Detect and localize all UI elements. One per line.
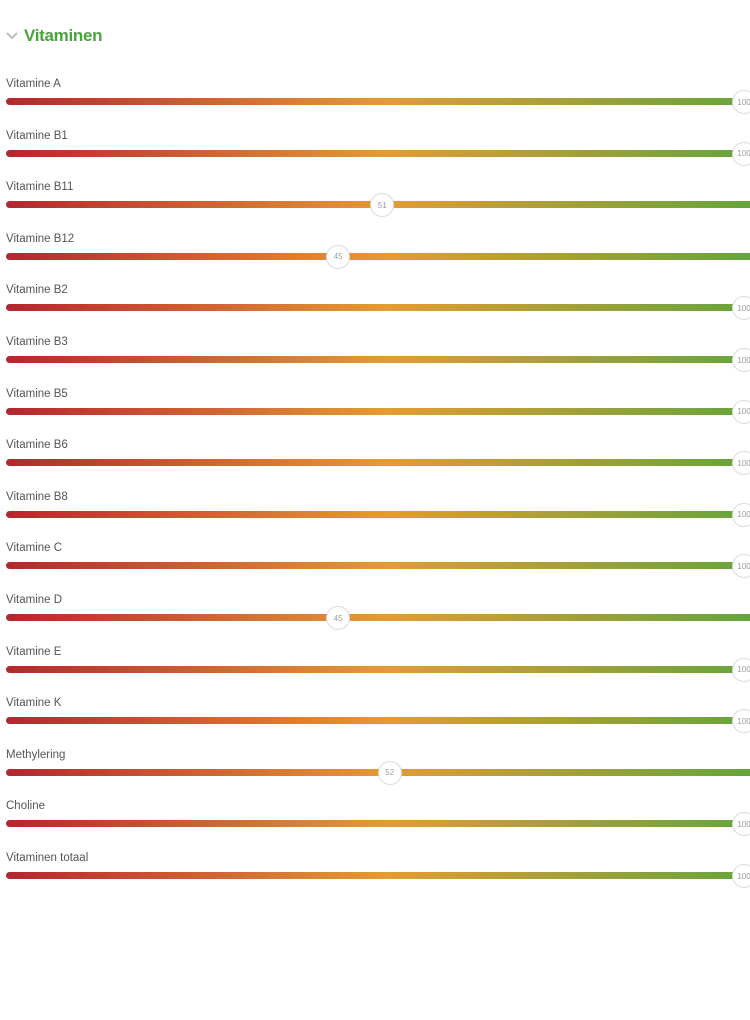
vitamin-label: Vitaminen totaal <box>6 852 89 864</box>
score-bar <box>6 665 750 673</box>
score-bar <box>6 149 750 157</box>
vitamin-label: Vitamine B12 <box>6 232 75 245</box>
score-bar <box>6 614 750 621</box>
section-title: Vitaminen <box>24 26 103 45</box>
vitamin-row: Vitamine D 45 <box>0 594 750 634</box>
vitamin-label: Vitamine B5 <box>6 387 68 400</box>
vitamin-row: Methylering 52 <box>0 749 750 789</box>
vitamin-label: Choline <box>6 800 45 813</box>
score-knob[interactable]: 100 <box>732 812 750 837</box>
vitamin-row: Vitamine B3 100 <box>0 336 750 376</box>
score-bar <box>6 98 750 105</box>
vitamin-row: Vitamine A 100 <box>0 78 750 118</box>
score-knob[interactable]: 45 <box>326 244 351 269</box>
vitamin-label: Vitamine E <box>6 645 62 658</box>
vitamin-label: Methylering <box>6 748 66 761</box>
chevron-down-icon[interactable] <box>6 30 18 42</box>
score-knob[interactable]: 45 <box>326 606 351 630</box>
score-knob[interactable]: 100 <box>732 141 750 166</box>
vitamin-row: Choline 100 <box>0 800 750 840</box>
vitamin-label: Vitamine B3 <box>6 336 68 348</box>
vitamin-label: Vitamine B6 <box>6 439 68 452</box>
vitamin-row: Vitamine B5 100 <box>0 388 750 428</box>
score-knob[interactable]: 100 <box>732 554 750 579</box>
vitamin-row: Vitamine C 100 <box>0 542 750 582</box>
score-knob[interactable]: 100 <box>732 399 750 424</box>
vitamin-label: Vitamine D <box>6 594 63 606</box>
score-bar <box>6 459 750 467</box>
vitamin-row: Vitamine B8 100 <box>0 491 750 531</box>
score-knob[interactable]: 51 <box>370 193 395 218</box>
vitamin-row: Vitaminen totaal 100 <box>0 852 750 892</box>
score-knob[interactable]: 100 <box>732 709 750 734</box>
score-bar <box>6 304 750 312</box>
score-knob[interactable]: 100 <box>732 864 750 888</box>
vitamin-row: Vitamine B1 100 <box>0 130 750 170</box>
vitamin-label: Vitamine A <box>6 78 61 90</box>
score-knob[interactable]: 100 <box>732 296 750 321</box>
score-bar <box>6 356 750 363</box>
score-bar <box>6 252 750 260</box>
score-knob[interactable]: 100 <box>732 657 750 682</box>
vitamin-row: Vitamine E 100 <box>0 646 750 686</box>
vitamin-label: Vitamine B8 <box>6 490 68 503</box>
vitamin-label: Vitamine K <box>6 697 62 710</box>
score-knob[interactable]: 100 <box>732 502 750 527</box>
score-bar <box>6 872 750 879</box>
section-header[interactable]: Vitaminen <box>6 24 103 48</box>
score-bar <box>6 562 750 570</box>
vitamin-label: Vitamine B1 <box>6 129 68 142</box>
vitamin-label: Vitamine C <box>6 542 63 555</box>
score-bar <box>6 407 750 415</box>
vitamin-row: Vitamine B6 100 <box>0 439 750 479</box>
score-bar <box>6 717 750 725</box>
score-knob[interactable]: 100 <box>732 451 750 476</box>
vitamin-row: Vitamine B11 51 <box>0 181 750 221</box>
score-knob[interactable]: 52 <box>377 760 402 785</box>
vitamin-row: Vitamine B12 45 <box>0 233 750 273</box>
vitamin-label: Vitamine B2 <box>6 284 68 297</box>
vitamin-row: Vitamine K 100 <box>0 697 750 737</box>
vitamin-row: Vitamine B2 100 <box>0 284 750 324</box>
vitamin-label: Vitamine B11 <box>6 181 74 194</box>
score-bar <box>6 510 750 518</box>
score-knob[interactable]: 100 <box>732 348 750 372</box>
score-bar <box>6 820 750 828</box>
score-knob[interactable]: 100 <box>732 90 750 114</box>
